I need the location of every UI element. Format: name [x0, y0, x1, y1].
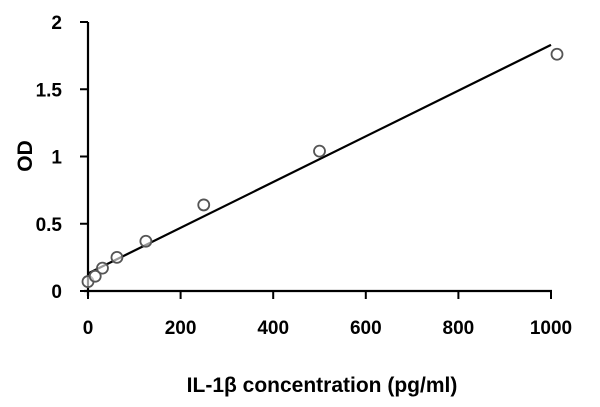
x-tick-label: 600: [350, 318, 382, 339]
x-tick-label: 0: [83, 318, 94, 339]
x-tick-label: 800: [443, 318, 475, 339]
x-tick-label: 200: [165, 318, 197, 339]
data-point-marker: [88, 269, 102, 283]
y-tick-label: 1: [51, 148, 62, 169]
data-point-marker: [139, 234, 153, 248]
data-point-marker: [550, 47, 564, 61]
y-tick-label: 0.5: [36, 215, 63, 236]
x-tick-label: 1000: [530, 318, 572, 339]
y-axis-title: OD: [14, 140, 37, 172]
data-point-marker: [197, 198, 211, 212]
y-tick-label: 2: [51, 13, 62, 34]
y-tick-label: 0: [51, 282, 62, 303]
y-tick-label: 1.5: [36, 80, 63, 101]
linear-fit-line: [87, 43, 552, 275]
x-axis-title: IL-1β concentration (pg/ml): [187, 374, 458, 397]
axes: [80, 21, 552, 299]
data-point-marker: [313, 144, 326, 158]
data-points: [81, 47, 564, 288]
trendline: [87, 43, 552, 275]
data-point-marker: [96, 261, 109, 275]
data-point-marker: [110, 250, 124, 264]
tick-labels: 0 200 400 600 800 1000 0 0.5 1 1.5 2: [36, 13, 573, 339]
x-tick-label: 400: [257, 318, 289, 339]
